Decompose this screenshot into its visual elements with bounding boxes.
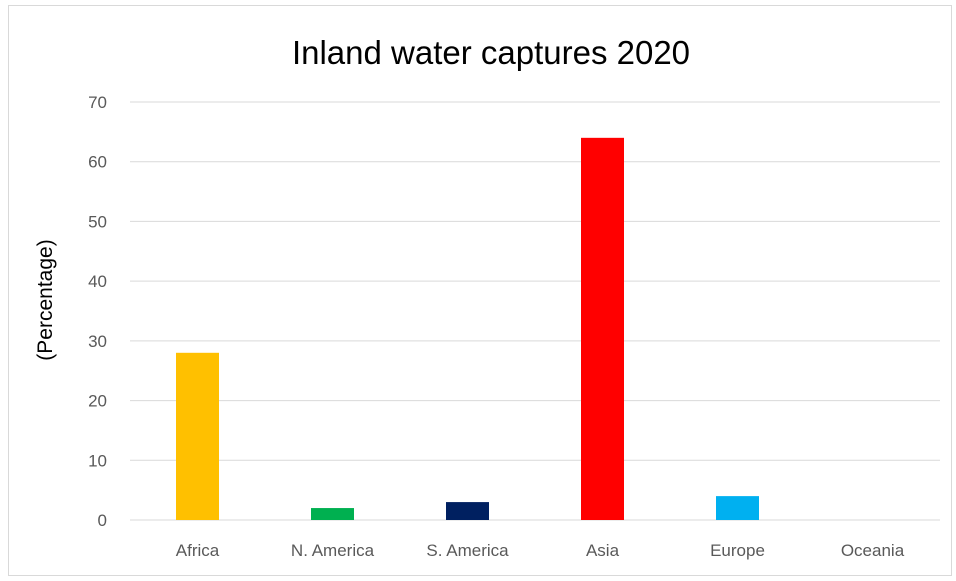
- y-axis-label: (Percentage): [34, 239, 57, 360]
- gridlines: [130, 101, 940, 521]
- x-tick-label: N. America: [291, 541, 375, 560]
- y-tick-label: 30: [88, 332, 107, 351]
- x-tick-label: Oceania: [841, 541, 905, 560]
- y-tick-label: 10: [88, 451, 107, 470]
- x-tick-labels: Africa N. America S. America Asia Europe Ocea…: [176, 541, 905, 560]
- bar-asia: [581, 137, 624, 521]
- bar-s-america: [446, 502, 489, 520]
- x-tick-label: Africa: [176, 541, 220, 560]
- y-tick-label: 70: [88, 93, 107, 112]
- x-tick-label: Asia: [586, 541, 620, 560]
- x-tick-label: Europe: [710, 541, 765, 560]
- y-tick-label: 40: [88, 272, 107, 291]
- y-tick-label: 60: [88, 153, 107, 172]
- bars: [176, 137, 759, 521]
- chart-frame: [8, 5, 952, 576]
- y-tick-labels: 0 10 20 30 40 50 60 70: [88, 93, 107, 530]
- y-tick-label: 20: [88, 392, 107, 411]
- chart-title: Inland water captures 2020: [292, 34, 690, 71]
- bar-n-america: [311, 508, 354, 520]
- bar-europe: [716, 496, 759, 520]
- x-tick-label: S. America: [426, 541, 509, 560]
- y-tick-label: 0: [98, 511, 107, 530]
- bar-africa: [176, 352, 219, 520]
- y-tick-label: 50: [88, 212, 107, 231]
